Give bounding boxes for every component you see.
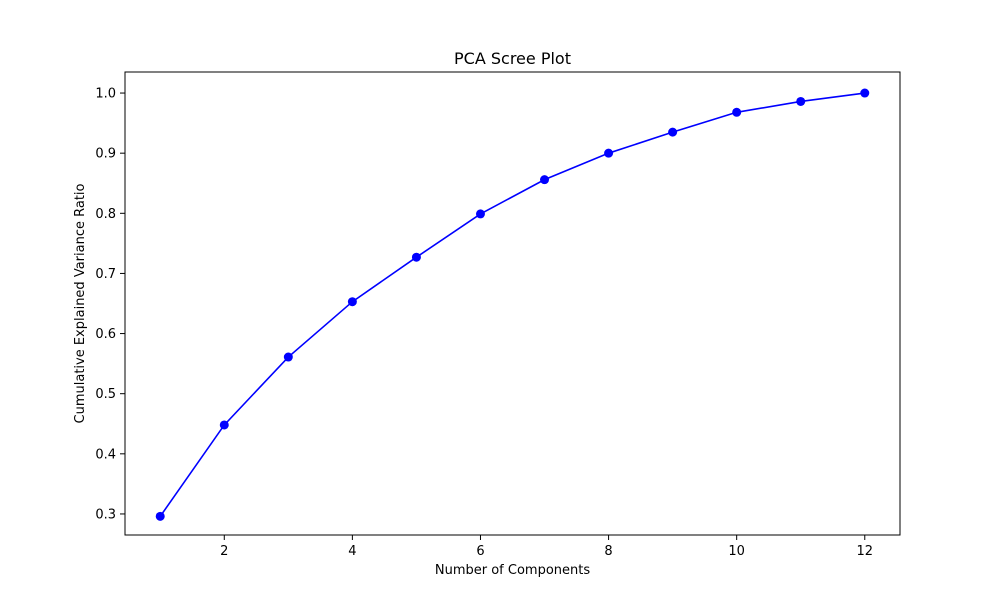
data-point: [283, 352, 293, 362]
y-tick-label: 0.6: [95, 327, 116, 342]
x-axis-label: Number of Components: [435, 563, 590, 578]
plot-area: [125, 72, 900, 535]
data-point: [411, 252, 421, 262]
y-tick-label: 0.5: [95, 387, 116, 402]
data-point: [796, 96, 806, 106]
x-axis-ticks: 2 4 6 8 10 12: [220, 535, 873, 559]
series-layer: [155, 88, 870, 521]
data-point: [155, 511, 165, 521]
y-tick-label: 0.8: [95, 207, 116, 222]
data-point: [668, 127, 678, 137]
y-tick-label: 0.3: [95, 507, 116, 522]
y-axis-label: Cumulative Explained Variance Ratio: [73, 183, 88, 423]
y-tick-label: 0.7: [95, 267, 116, 282]
y-tick-label: 0.4: [95, 447, 116, 462]
y-tick-label: 0.9: [95, 147, 116, 162]
x-tick-label: 4: [348, 544, 356, 559]
data-point: [347, 297, 357, 307]
data-point: [475, 209, 485, 219]
y-axis-ticks: 0.3 0.4 0.5 0.6 0.7 0.8 0.9 1.0: [95, 87, 125, 522]
x-tick-label: 12: [856, 544, 873, 559]
data-point: [219, 420, 229, 430]
data-point: [540, 175, 550, 185]
series-line: [159, 92, 865, 517]
data-point: [732, 107, 742, 117]
y-tick-label: 1.0: [95, 87, 116, 102]
chart-title: PCA Scree Plot: [454, 49, 571, 68]
x-tick-label: 2: [220, 544, 228, 559]
plot-frame: [124, 71, 901, 536]
data-point: [860, 88, 870, 98]
x-tick-label: 8: [604, 544, 612, 559]
data-point: [604, 148, 614, 158]
x-tick-label: 10: [728, 544, 745, 559]
x-tick-label: 6: [476, 544, 484, 559]
